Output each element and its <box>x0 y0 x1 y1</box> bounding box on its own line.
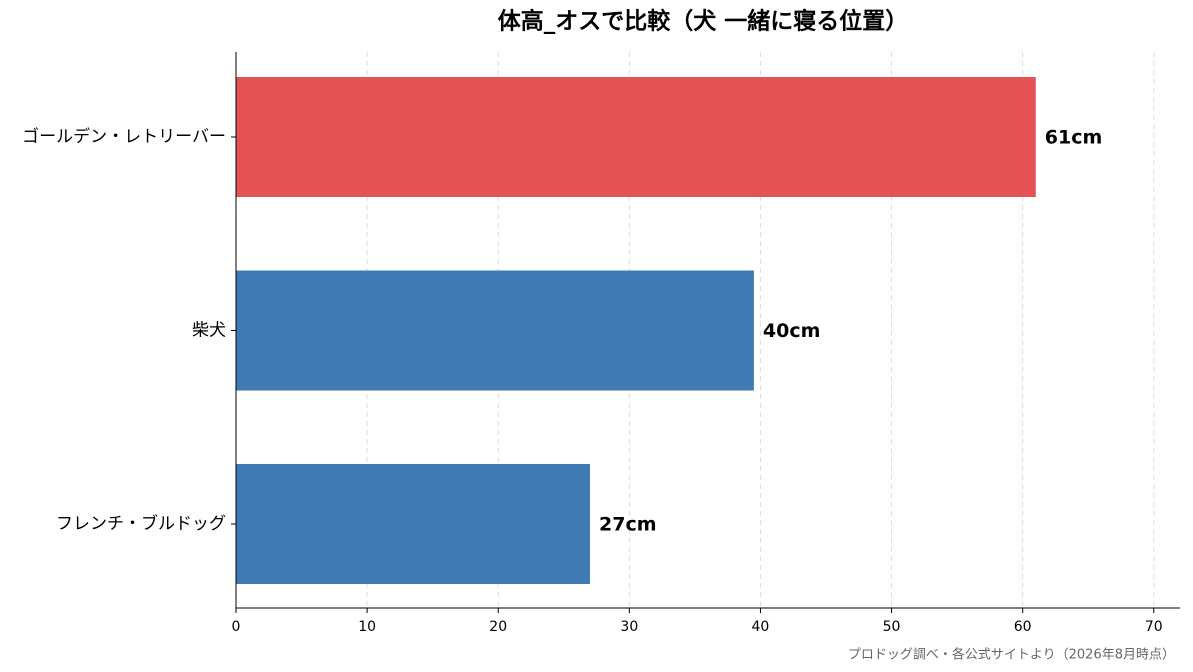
x-tick-label: 60 <box>1014 619 1032 635</box>
source-note: プロドッグ調べ・各公式サイトより（2026年8月時点） <box>848 647 1175 663</box>
x-tick-label: 70 <box>1145 619 1163 635</box>
y-tick-label: フレンチ・ブルドッグ <box>56 513 226 534</box>
value-label: 40cm <box>763 320 821 342</box>
value-label: 27cm <box>599 514 657 536</box>
x-tick-label: 0 <box>232 619 241 635</box>
bar <box>236 270 754 391</box>
y-tick-label: ゴールデン・レトリーバー <box>22 126 226 147</box>
x-tick-label: 10 <box>358 619 376 635</box>
x-tick-label: 40 <box>752 619 770 635</box>
x-tick-label: 30 <box>620 619 638 635</box>
x-tick-label: 20 <box>489 619 507 635</box>
value-label: 61cm <box>1045 127 1103 149</box>
x-tick-label: 50 <box>883 619 901 635</box>
chart-title: 体高_オスで比較（犬 一緒に寝る位置） <box>498 8 909 35</box>
y-tick-label: 柴犬 <box>192 321 226 341</box>
bar <box>236 464 590 584</box>
bar <box>236 77 1036 197</box>
